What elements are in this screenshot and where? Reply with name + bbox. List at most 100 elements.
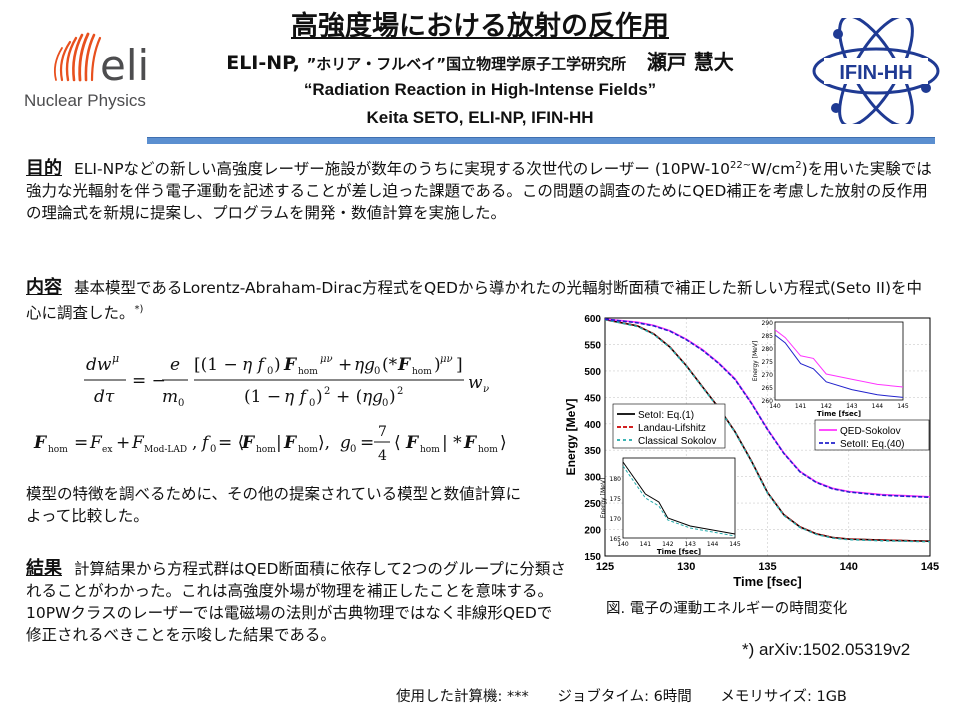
- svg-text:+: +: [116, 433, 130, 453]
- svg-text:dτ: dτ: [94, 387, 115, 407]
- svg-text:): ): [274, 355, 281, 375]
- svg-text:m: m: [162, 387, 178, 407]
- svg-text:+ (: + (: [336, 387, 362, 407]
- svg-text:): ): [434, 355, 441, 375]
- svg-text:): ): [389, 387, 396, 407]
- y-tick-label: 500: [584, 367, 601, 378]
- svg-text:0: 0: [382, 398, 388, 409]
- svg-text:(1 −: (1 −: [244, 387, 281, 407]
- svg-text:Mod-LAD: Mod-LAD: [144, 445, 187, 455]
- inset-bottom-x-tick: 144: [707, 541, 719, 548]
- inset-top-y-tick: 270: [762, 372, 774, 379]
- x-tick-label: 145: [921, 561, 939, 573]
- inset-top-y-tick: 265: [762, 385, 774, 392]
- svg-text:e: e: [170, 355, 180, 375]
- svg-text:[(1 −: [(1 −: [194, 355, 238, 375]
- svg-text:hom: hom: [48, 445, 68, 455]
- x-tick-label: 125: [596, 561, 614, 573]
- svg-text:F: F: [241, 433, 256, 453]
- svg-text:2: 2: [324, 386, 330, 397]
- svg-text:=: =: [74, 433, 88, 453]
- inset-bottom-x-tick: 140: [617, 541, 629, 548]
- legend-right-frame: [814, 419, 930, 451]
- svg-text:]: ]: [456, 355, 463, 375]
- series-line: [604, 318, 931, 543]
- svg-text:F: F: [405, 433, 420, 453]
- svg-text:F: F: [89, 433, 103, 453]
- content-heading: 内容: [26, 277, 62, 298]
- y-tick-label: 450: [584, 393, 601, 404]
- svg-text:hom: hom: [298, 445, 318, 455]
- result-section: 結果 計算結果から方程式群はQED断面積に依存して2つのグループに分類されることが…: [26, 558, 566, 646]
- svg-text:f: f: [200, 433, 211, 453]
- x-tick-label: 140: [840, 561, 858, 573]
- legend-left-frame: [612, 403, 726, 449]
- legend-label: Classical Sokolov: [638, 436, 716, 447]
- x-tick-label: 130: [677, 561, 695, 573]
- svg-text:μν: μν: [320, 354, 333, 365]
- svg-text:μ: μ: [112, 352, 119, 365]
- purpose-sup2: 2: [795, 160, 802, 171]
- svg-text:ex: ex: [102, 445, 112, 455]
- footer-machine: 使用した計算機: ***: [396, 689, 529, 705]
- y-tick-label: 250: [584, 499, 601, 510]
- arxiv-reference: *) arXiv:1502.05319v2: [742, 640, 911, 659]
- svg-text:0: 0: [309, 398, 315, 409]
- svg-text:hom: hom: [478, 445, 498, 455]
- inset-top-y-label: Energy [MeV]: [752, 341, 759, 382]
- org-institute: ”ホリア・フルベイ”国立物理学原子工学研究所: [306, 55, 627, 73]
- poster-title-jp: 高強度場における放射の反作用: [291, 11, 669, 42]
- inset-bottom-y-tick: 175: [610, 496, 622, 503]
- result-text: 計算結果から方程式群はQED断面積に依存して2つのグループに分類されることがわか…: [26, 560, 566, 644]
- y-tick-label: 200: [584, 526, 601, 537]
- y-tick-label: 600: [584, 314, 601, 325]
- footer-info: 使用した計算機: *** ジョブタイム: 6時間 メモリサイズ: 1GB: [396, 685, 871, 706]
- svg-text:g: g: [340, 433, 351, 453]
- y-tick-label: 300: [584, 473, 601, 484]
- plot-frame: [604, 317, 931, 557]
- x-tick-label: 135: [758, 561, 776, 573]
- svg-text:hom: hom: [420, 445, 440, 455]
- svg-text:⟩: ⟩: [500, 433, 507, 453]
- figure-caption: 図. 電子の運動エネルギーの時間変化: [606, 601, 848, 617]
- svg-text:F: F: [463, 433, 478, 453]
- inset-top-y-tick: 275: [762, 359, 774, 366]
- models-text: 模型の特徴を調べるために、その他の提案されている模型と数値計算によって比較した。: [26, 485, 522, 525]
- svg-text:F: F: [131, 433, 145, 453]
- svg-text:η f: η f: [242, 355, 267, 375]
- svg-text:=: =: [360, 433, 374, 453]
- author-en: Keita SETO, ELI-NP, IFIN-HH: [366, 108, 594, 127]
- affiliation-line: ELI-NP, ”ホリア・フルベイ”国立物理学原子工学研究所 瀬戸 慧大: [0, 46, 960, 75]
- ifin-hh-logo: IFIN-HH: [812, 18, 940, 124]
- x-axis-label: Time [fsec]: [733, 574, 801, 589]
- svg-text:+: +: [338, 355, 352, 375]
- inset-bottom-x-label: Time [fsec]: [657, 548, 701, 556]
- series-line: [604, 318, 931, 499]
- legend-label: QED-Sokolov: [840, 426, 901, 437]
- svg-text:ηg: ηg: [362, 387, 383, 407]
- svg-text:|: |: [276, 433, 282, 453]
- svg-text:η f: η f: [284, 387, 309, 407]
- svg-text:⟨: ⟨: [394, 433, 401, 453]
- eli-np-logo: eli Nuclear Physics: [24, 32, 149, 110]
- eli-arcs-icon: [53, 32, 102, 82]
- svg-text:ν: ν: [483, 384, 489, 395]
- inset-top-frame: [774, 321, 904, 401]
- y-tick-label: 350: [584, 446, 601, 457]
- svg-text:F: F: [397, 355, 412, 375]
- svg-text:0: 0: [350, 444, 356, 455]
- svg-text:ηg: ηg: [354, 355, 375, 375]
- svg-text:(*: (*: [382, 355, 398, 375]
- svg-text:F: F: [33, 433, 48, 453]
- inset-top-y-tick: 290: [762, 320, 774, 327]
- inset-bottom-x-tick: 143: [684, 541, 696, 548]
- purpose-section: 目的 ELI-NPなどの新しい高強度レーザー施設が数年のうちに実現する次世代のレー…: [26, 155, 936, 224]
- inset-bottom-frame: [622, 457, 736, 539]
- author-jp: 瀬戸 慧大: [646, 50, 734, 74]
- svg-text:F: F: [283, 433, 298, 453]
- inset-top-y-tick: 260: [762, 398, 774, 405]
- purpose-heading: 目的: [26, 158, 62, 180]
- svg-text:0: 0: [267, 366, 273, 377]
- ifin-text: IFIN-HH: [839, 62, 912, 84]
